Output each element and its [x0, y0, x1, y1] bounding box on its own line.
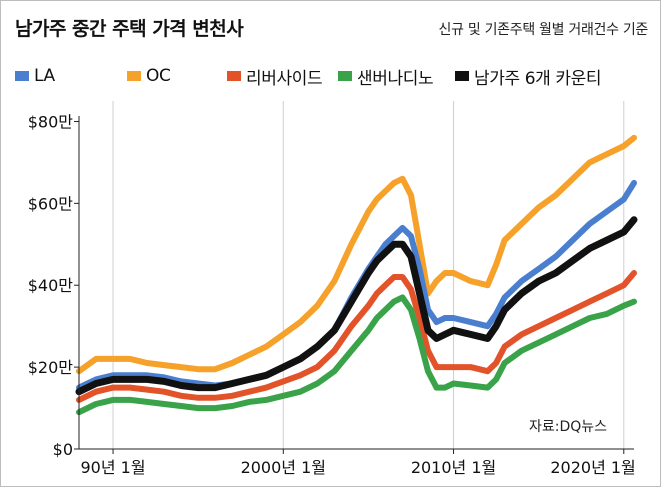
series-line-six_county: [75, 216, 638, 396]
legend-label-sanbernardino: 샌버나디노: [357, 68, 434, 89]
chart-subtitle: 신규 및 기존주택 월별 거래건수 기준: [438, 22, 649, 38]
y-tick-label-1: $20만: [28, 358, 74, 377]
legend-item-LA: LA: [15, 65, 55, 87]
x-tick-label-0: 90년 1월: [81, 458, 146, 477]
legend-label-OC: OC: [146, 66, 171, 86]
x-tick-label-2: 2010년 1월: [411, 458, 496, 477]
legend-swatch-LA: [15, 71, 29, 81]
axes: $0 $20만 $40만 $60만 $80만 90년 1월 2000년 1월 2010년 1월…: [28, 112, 636, 477]
y-tick-label-0: $0: [53, 440, 73, 459]
y-tick-label-2: $40만: [28, 276, 74, 295]
legend-item-six_county: 남가주 6개 카운티: [455, 65, 602, 89]
legend-swatch-riverside: [227, 71, 241, 81]
legend-item-OC: OC: [127, 65, 171, 87]
legend-label-six_county: 남가주 6개 카운티: [474, 68, 602, 89]
legend-swatch-sanbernardino: [338, 71, 352, 81]
x-tick-label-3: 2020년 1월: [550, 458, 635, 477]
series-line-riverside: [76, 270, 637, 403]
series-line-LA: [76, 179, 637, 391]
y-tick-label-4: $80만: [28, 112, 74, 131]
chart-header: 남가주 중간 주택 가격 변천사 신규 및 기존주택 월별 거래건수 기준: [1, 1, 661, 53]
series-layer: [75, 134, 638, 416]
series-line-sanbernardino: [76, 294, 637, 416]
y-tick-label-3: $60만: [28, 194, 74, 213]
source-note: 자료:DQ뉴스: [529, 419, 607, 435]
legend-label-LA: LA: [34, 66, 55, 86]
legend-item-riverside: 리버사이드: [227, 65, 323, 89]
x-tick-label-1: 2000년 1월: [241, 458, 326, 477]
legend-item-sanbernardino: 샌버나디노: [338, 65, 434, 89]
legend-swatch-OC: [127, 71, 141, 81]
legend-swatch-six_county: [455, 71, 469, 81]
chart-title: 남가주 중간 주택 가격 변천사: [15, 18, 244, 40]
legend-label-riverside: 리버사이드: [246, 68, 323, 89]
series-line-OC: [76, 134, 637, 375]
